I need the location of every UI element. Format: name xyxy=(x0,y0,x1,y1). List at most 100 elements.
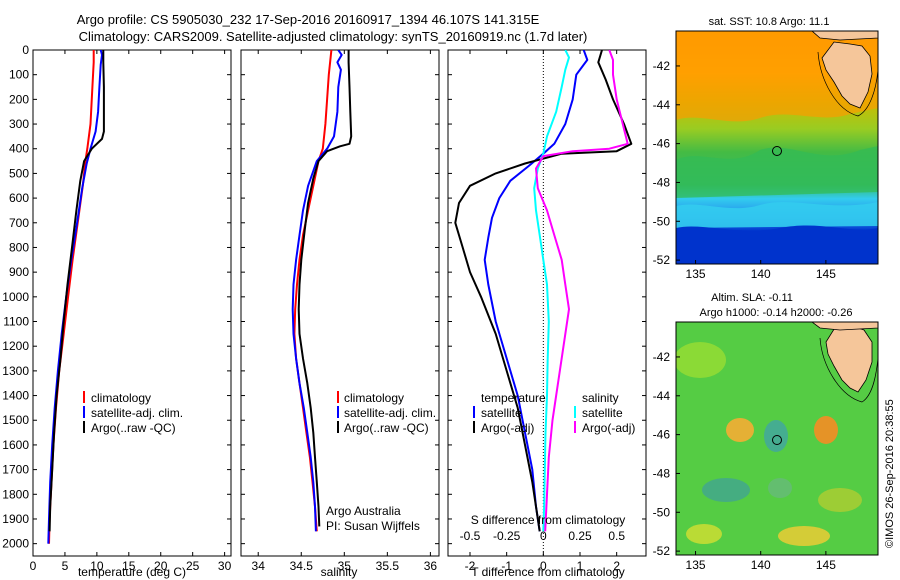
sla-map-panel: Altim. SLA: -0.11 Argo h1000: -0.14 h200… xyxy=(653,292,879,572)
legend-label-argo: Argo(..raw -QC) xyxy=(344,421,429,435)
difference-s-tick-labels: -0.5 -0.25 0 0.25 0.5 xyxy=(460,529,626,543)
sst-shelf-contour xyxy=(817,51,878,117)
salinity-axes-frame xyxy=(240,49,440,557)
s-tick-label: 0.25 xyxy=(568,529,592,543)
x-tick-label: 15 xyxy=(122,559,136,573)
sla-map-axis-ticks: 135 140 145 -42 -44 -46 -48 -50 -52 xyxy=(653,350,837,572)
temperature-profile-lines xyxy=(47,50,105,544)
temperature-legend: climatology satellite-adj. clim. Argo(..… xyxy=(83,391,183,435)
y-tick-label: 800 xyxy=(9,240,29,254)
salinity-profile-lines xyxy=(291,50,353,532)
temperature-axes-frame xyxy=(32,49,232,557)
difference-panel: -2 -1 0 1 2 temperature satellite Argo(-adj)… xyxy=(447,49,647,579)
x-tick-label: 2 xyxy=(613,559,620,573)
s-tick-label: 0 xyxy=(540,529,547,543)
sst-cold-pool xyxy=(676,225,878,264)
map-y-tick-label: -46 xyxy=(653,137,671,151)
x-tick-label: 36 xyxy=(424,559,438,573)
salinity-annotation-org: Argo Australia xyxy=(326,504,401,518)
legend-label-climatology: climatology xyxy=(91,391,151,405)
y-tick-label: 200 xyxy=(9,92,29,106)
y-tick-label: 500 xyxy=(9,166,29,180)
sla-eddy xyxy=(702,478,750,502)
legend-label-sal-satellite: satellite xyxy=(582,406,623,420)
map-x-tick-label: 140 xyxy=(751,558,771,572)
figure-title-line1: Argo profile: CS 5905030_232 17-Sep-2016… xyxy=(77,12,540,27)
y-tick-label: 1200 xyxy=(2,339,29,353)
x-tick-label: -1 xyxy=(501,559,512,573)
map-y-tick-label: -50 xyxy=(653,505,671,519)
map-y-tick-label: -52 xyxy=(653,253,671,267)
map-y-tick-label: -48 xyxy=(653,175,671,189)
y-tick-label: 900 xyxy=(9,265,29,279)
sla-eddy xyxy=(814,416,838,444)
temperature-x-label: temperature (deg C) xyxy=(78,565,186,579)
y-tick-label: 1600 xyxy=(2,438,29,452)
legend-label-temp-satellite: satellite xyxy=(481,406,522,420)
sst-argo-marker xyxy=(772,146,782,156)
figure-title-line2: Climatology: CARS2009. Satellite-adjuste… xyxy=(79,29,588,44)
x-tick-label: -2 xyxy=(465,559,476,573)
y-tick-label: 1100 xyxy=(3,315,29,329)
legend-label-climatology: climatology xyxy=(344,391,404,405)
map-y-tick-label: -42 xyxy=(653,350,671,364)
profile-line-satellite-adj-clim xyxy=(47,50,103,544)
map-y-tick-label: -48 xyxy=(653,466,671,480)
difference-profile-lines xyxy=(454,50,633,556)
map-y-tick-label: -50 xyxy=(653,214,671,228)
x-tick-label: 10 xyxy=(90,559,104,573)
x-tick-label: 35 xyxy=(338,559,352,573)
x-tick-label: 5 xyxy=(62,559,69,573)
sla-eddy xyxy=(818,488,862,512)
map-x-tick-label: 135 xyxy=(686,267,706,281)
map-x-tick-label: 140 xyxy=(751,267,771,281)
y-tick-label: 1400 xyxy=(2,389,29,403)
s-tick-label: -0.25 xyxy=(493,529,521,543)
sst-mainland-land xyxy=(811,31,878,41)
y-tick-label: 0 xyxy=(22,43,29,57)
profile-line-temperature-satellite xyxy=(483,50,589,532)
profile-line-satellite-adj-clim xyxy=(291,50,343,532)
sst-cyan-band xyxy=(676,202,878,228)
y-tick-label: 600 xyxy=(9,191,29,205)
sla-mainland-land xyxy=(811,322,878,331)
y-tick-label: 1900 xyxy=(2,512,29,526)
legend-label-argo: Argo(..raw -QC) xyxy=(91,421,176,435)
sst-tasmania-land xyxy=(821,41,873,109)
sst-green-front xyxy=(676,146,878,198)
profile-line-salinity-satellite xyxy=(533,50,570,532)
sla-map-title: Altim. SLA: -0.11 xyxy=(711,292,793,304)
s-tick-label: -0.5 xyxy=(460,529,481,543)
difference-s-axis-label: S difference from climatology xyxy=(471,513,626,527)
x-tick-label: 34 xyxy=(252,559,266,573)
sla-eddy xyxy=(676,342,726,378)
sst-map-panel: sat. SST: 10.8 Argo: 11.1 135 140 145 -42 -4… xyxy=(653,16,879,281)
y-tick-label: 700 xyxy=(9,216,29,230)
map-y-tick-label: -46 xyxy=(653,428,671,442)
profile-line-salinity-argo-adj xyxy=(535,50,629,532)
legend-label-temp-argo: Argo(-adj) xyxy=(481,421,534,435)
legend-label-sal-argo: Argo(-adj) xyxy=(582,421,635,435)
map-y-tick-label: -44 xyxy=(653,98,671,112)
profile-line-argo-raw-qc xyxy=(48,50,105,532)
sst-map-axis-ticks: 135 140 145 -42 -44 -46 -48 -50 -52 xyxy=(653,59,837,281)
sla-eddy xyxy=(686,524,722,544)
s-tick-label: 0.5 xyxy=(608,529,625,543)
difference-x-label: T difference from climatology xyxy=(471,565,625,579)
y-tick-label: 1700 xyxy=(2,463,29,477)
x-tick-label: 34.5 xyxy=(290,559,314,573)
y-tick-label: 300 xyxy=(9,117,29,131)
salinity-axis-ticks: 34 34.5 35 35.5 36 xyxy=(241,49,439,573)
x-tick-label: 1 xyxy=(577,559,584,573)
temperature-axis-ticks: 0 5 10 15 20 25 300100200300400500600700800900… xyxy=(2,43,231,573)
salinity-legend: climatology satellite-adj. clim. Argo(..… xyxy=(337,391,436,435)
legend-label-satellite-adj: satellite-adj. clim. xyxy=(91,406,183,420)
salinity-annotation-pi: PI: Susan Wijffels xyxy=(326,519,420,533)
sla-eddy xyxy=(768,478,792,498)
sla-shelf-contour xyxy=(819,337,878,403)
sla-map-frame xyxy=(675,321,879,556)
sst-map-frame xyxy=(675,30,879,265)
map-x-tick-label: 145 xyxy=(816,558,836,572)
legend-title-temperature: temperature xyxy=(481,391,546,405)
